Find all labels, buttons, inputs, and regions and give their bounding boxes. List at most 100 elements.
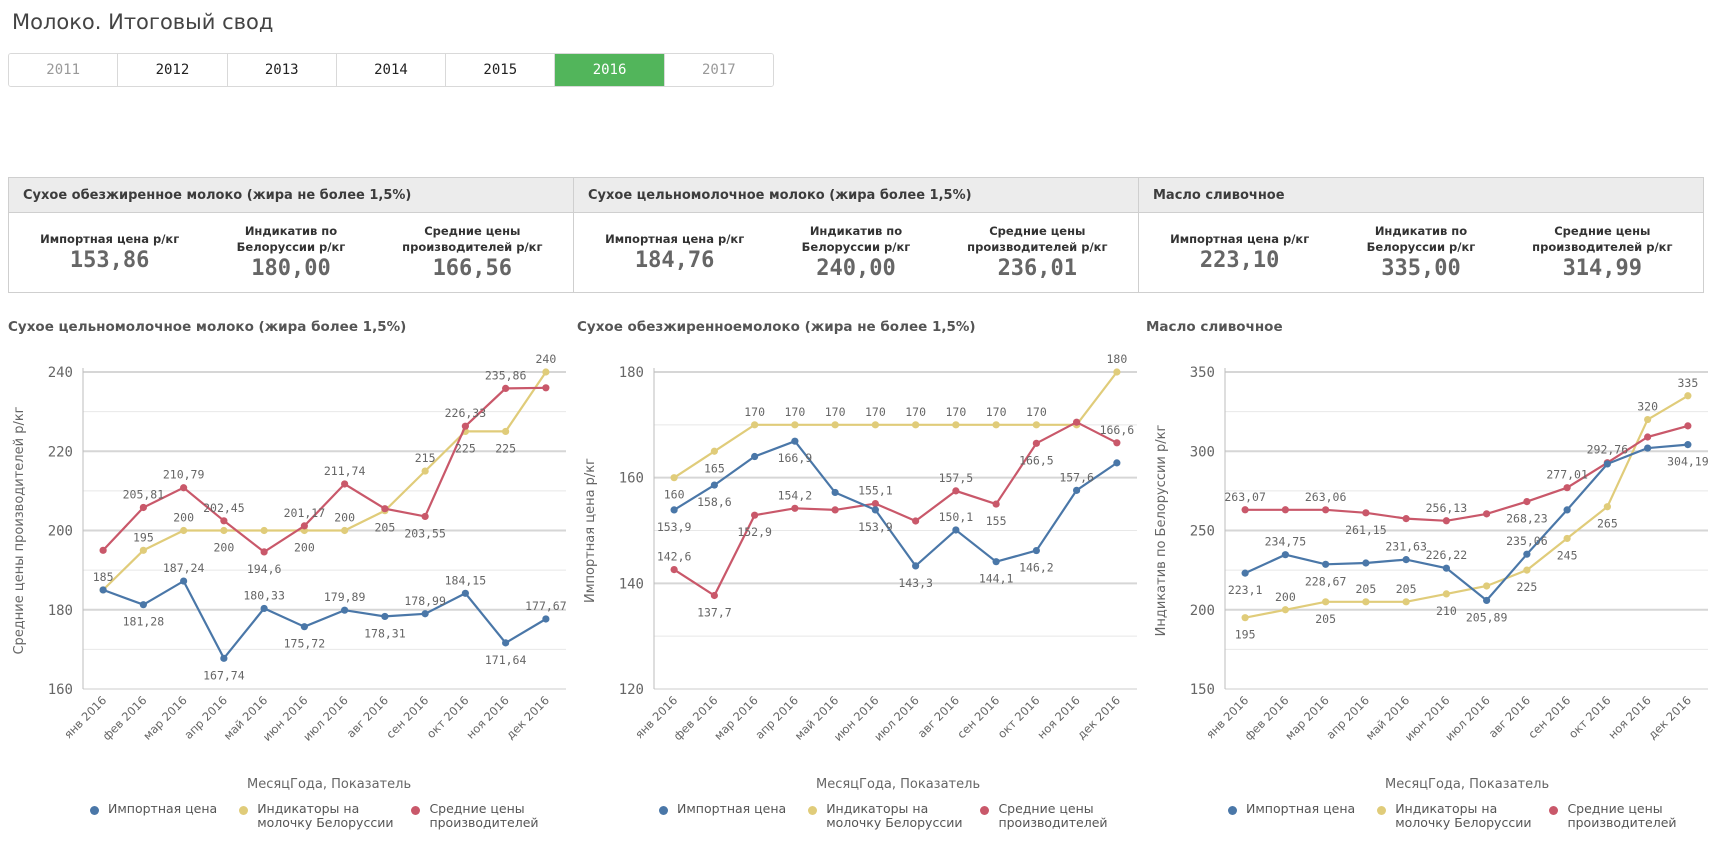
data-label: 205 (1315, 612, 1336, 626)
data-point-import (710, 481, 718, 489)
legend-item-import[interactable]: Импортная цена (90, 802, 217, 816)
kpi-value: 314,99 (1562, 255, 1643, 281)
data-point-indicator (952, 421, 960, 429)
data-point-producer (1684, 422, 1692, 430)
y-tick-label: 180 (48, 603, 73, 619)
data-label: 268,23 (1506, 512, 1548, 526)
kpi-row: Сухое обезжиренное молоко (жира не более… (8, 177, 1704, 293)
data-label: 228,67 (1305, 574, 1347, 588)
y-tick-label: 150 (1190, 682, 1215, 698)
series-line-producer (673, 420, 1118, 598)
data-point-indicator (502, 427, 510, 436)
data-label: 184,15 (445, 573, 487, 587)
data-point-import (751, 452, 759, 461)
data-label: 195 (133, 530, 154, 544)
legend-item-producer[interactable]: Средние цены производителей (980, 802, 1108, 830)
data-point-import (542, 615, 550, 623)
data-label: 201,17 (284, 506, 326, 520)
data-point-import (871, 506, 879, 514)
data-point-import (1563, 506, 1571, 514)
data-point-indicator (1362, 598, 1370, 606)
legend-item-producer[interactable]: Средние цены производителей (411, 802, 539, 830)
data-label: 205 (1355, 582, 1376, 596)
year-button-2015[interactable]: 2015 (446, 54, 556, 86)
year-button-2012[interactable]: 2012 (118, 54, 228, 86)
data-point-indicator (1563, 534, 1571, 543)
data-label: 240 (535, 352, 556, 366)
data-point-producer (1113, 439, 1121, 447)
data-point-import (381, 612, 389, 621)
year-button-2011[interactable]: 2011 (9, 54, 119, 86)
kpi-body: Импортная цена р/кг 223,10 Индикатив по Бе… (1139, 213, 1703, 292)
legend-item-indicator[interactable]: Индикаторы на молочку Белоруссии (808, 802, 962, 830)
data-label: 170 (784, 405, 805, 419)
data-label: 202,45 (203, 501, 245, 515)
data-label: 263,07 (1224, 490, 1266, 504)
series-dot-icon (980, 806, 990, 815)
data-point-import (1684, 441, 1692, 449)
data-point-indicator (1684, 392, 1692, 400)
legend-item-indicator[interactable]: Индикаторы на молочку Белоруссии (1377, 802, 1531, 830)
data-label: 292,76 (1587, 443, 1629, 457)
data-point-import (1402, 556, 1410, 564)
data-point-producer (1563, 484, 1571, 492)
legend-item-import[interactable]: Импортная цена (1228, 802, 1355, 816)
series-line-producer (1245, 424, 1689, 522)
data-label: 200 (1275, 590, 1296, 604)
data-label: 170 (744, 405, 765, 419)
data-point-indicator (260, 526, 268, 535)
x-tick-label: авг 2016 (915, 693, 962, 740)
year-button-2013[interactable]: 2013 (227, 54, 337, 86)
data-point-producer (1483, 510, 1491, 518)
x-tick-label: сен 2016 (383, 693, 431, 741)
legend-item-producer[interactable]: Средние цены производителей (1549, 802, 1677, 830)
data-point-indicator (751, 421, 759, 429)
data-point-indicator (912, 421, 920, 429)
data-label: 157,6 (1059, 470, 1094, 484)
data-point-import (220, 654, 228, 662)
data-point-import (502, 639, 510, 647)
data-label: 235,86 (485, 368, 527, 382)
data-point-indicator (421, 467, 429, 475)
legend: Импортная цена Индикаторы на молочку Бело… (1228, 802, 1695, 830)
data-point-import (1603, 460, 1611, 468)
data-point-indicator (871, 421, 879, 429)
data-label: 277,01 (1546, 468, 1588, 482)
y-tick-label: 200 (1190, 603, 1215, 619)
data-point-producer (1241, 506, 1249, 514)
year-button-2017[interactable]: 2017 (664, 54, 773, 86)
series-dot-icon (1377, 806, 1387, 815)
data-point-producer (341, 480, 349, 488)
data-point-producer (1644, 433, 1652, 441)
series-dot-icon (659, 806, 668, 815)
y-axis-label: Импортная цена р/кг (583, 458, 598, 603)
series-line-import (673, 439, 1118, 568)
data-label: 265 (1597, 517, 1618, 531)
data-label: 226,22 (1426, 548, 1468, 562)
data-point-import (139, 601, 147, 609)
data-label: 155 (986, 514, 1007, 528)
data-point-indicator (1442, 590, 1450, 598)
kpi-body: Импортная цена р/кг 153,86 Индикатив по Бе… (9, 213, 573, 292)
data-label: 153,9 (858, 520, 893, 534)
data-point-producer (260, 548, 268, 556)
series-line-indicator (1244, 394, 1689, 619)
data-point-indicator (139, 546, 147, 554)
x-tick-label: дек 2016 (1074, 693, 1123, 742)
data-point-producer (1523, 498, 1531, 506)
year-button-2014[interactable]: 2014 (336, 54, 447, 86)
data-label: 166,6 (1100, 423, 1135, 437)
data-point-producer (1073, 418, 1081, 426)
year-button-2016[interactable]: 2016 (555, 54, 665, 86)
legend-item-import[interactable]: Импортная цена (659, 802, 786, 816)
legend-item-indicator[interactable]: Индикаторы на молочку Белоруссии (239, 802, 393, 830)
series-dot-icon (90, 806, 99, 815)
data-point-producer (831, 506, 839, 514)
data-label: 335 (1677, 376, 1698, 390)
data-point-producer (791, 504, 799, 512)
y-tick-label: 140 (619, 576, 644, 592)
kpi-label: Импортная цена р/кг (605, 232, 745, 247)
data-label: 166,5 (1019, 453, 1054, 467)
data-label: 185 (93, 570, 114, 584)
data-label: 152,9 (737, 525, 772, 539)
